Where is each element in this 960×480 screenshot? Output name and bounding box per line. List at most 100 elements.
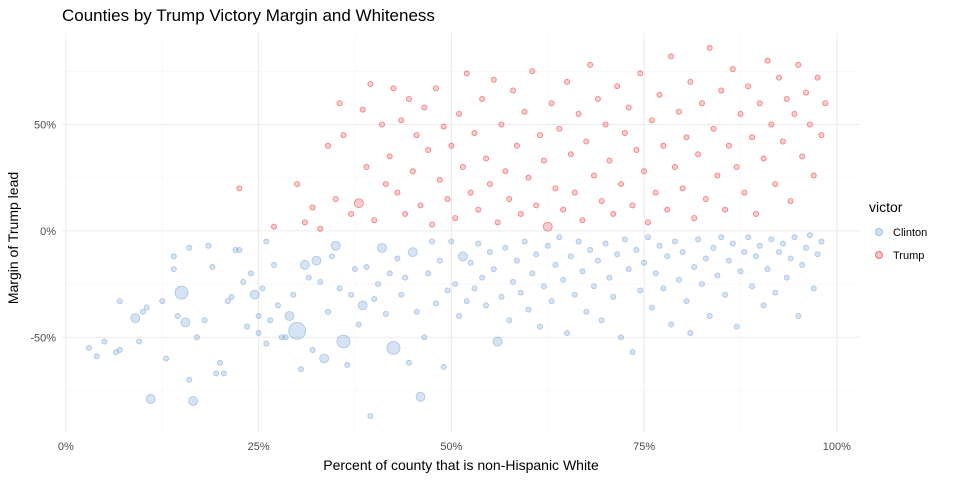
legend: victor Clinton Trump [869,199,927,262]
point-clinton [93,353,100,360]
chart-title: Counties by Trump Victory Margin and Whi… [62,6,435,25]
legend-key-clinton [875,228,883,236]
point-trump [660,142,667,149]
point-clinton [614,251,621,258]
point-trump [806,121,813,128]
point-clinton [552,261,559,268]
point-clinton [795,312,802,319]
point-clinton [375,281,382,288]
point-clinton [267,317,274,324]
point-clinton [425,270,432,277]
point-trump [301,219,308,226]
point-trump [737,110,744,117]
point-clinton [768,236,775,243]
series-clinton-points [85,232,825,419]
point-trump [440,123,447,130]
point-clinton [564,329,571,336]
y-tick-labels: -50% 0% 50% [30,119,56,344]
point-clinton [116,347,123,354]
x-tick-labels: 0% 25% 50% 75% 100% [58,441,851,453]
point-clinton [567,253,574,260]
point-clinton [517,289,524,296]
point-trump [463,70,470,77]
point-trump [533,202,540,209]
point-trump [405,95,412,102]
point-clinton [413,308,420,315]
point-clinton [533,251,540,258]
point-clinton [510,278,517,285]
point-trump [579,217,586,224]
point-trump [617,181,624,188]
point-clinton [648,304,655,311]
point-trump [795,61,802,68]
point-trump [822,100,829,107]
point-trump [378,121,385,128]
point-trump [564,78,571,85]
point-clinton [687,329,694,336]
point-clinton [357,300,368,311]
point-clinton [259,285,266,292]
legend-key-trump [875,251,883,259]
point-clinton [587,247,594,254]
point-trump [625,104,632,111]
point-clinton [282,334,289,341]
point-trump [683,134,690,141]
point-trump [371,217,378,224]
x-axis-label: Percent of county that is non-Hispanic W… [323,457,599,473]
x-tick-label: 50% [440,441,462,453]
point-clinton [475,240,482,247]
point-clinton [810,285,817,292]
point-trump [710,125,717,132]
point-clinton [139,308,146,315]
point-clinton [448,238,455,245]
point-clinton [311,255,322,266]
point-clinton [479,274,486,281]
point-trump [602,121,609,128]
point-clinton [706,312,713,319]
point-trump [687,78,694,85]
x-tick-label: 75% [633,441,655,453]
point-clinton [240,278,247,285]
point-trump [722,206,729,213]
point-clinton [284,311,295,321]
point-trump [513,142,520,149]
point-trump [367,81,374,88]
point-clinton [498,293,505,300]
point-trump [332,195,339,202]
point-clinton [637,287,644,294]
point-clinton [679,249,686,256]
point-clinton [394,255,401,262]
point-clinton [130,313,141,324]
point-trump [363,164,370,171]
point-clinton [806,232,813,239]
point-clinton [710,244,717,251]
point-clinton [193,334,200,341]
point-trump [309,204,316,211]
point-clinton [170,253,177,260]
point-clinton [764,266,771,273]
point-clinton [513,257,520,264]
legend-label-trump: Trump [893,250,924,262]
point-trump [741,189,748,196]
point-clinton [244,323,251,330]
point-trump [814,74,821,81]
point-clinton [644,234,651,241]
point-clinton [363,264,370,271]
point-clinton [776,249,783,256]
point-trump [402,210,409,217]
point-clinton [714,272,721,279]
point-clinton [288,321,307,340]
point-clinton [247,270,254,277]
point-clinton [263,238,270,245]
point-clinton [201,317,208,324]
point-trump [556,125,563,132]
point-clinton [537,323,544,330]
point-trump [542,221,553,232]
point-clinton [377,242,387,253]
point-trump [432,85,439,92]
point-trump [818,132,825,139]
point-clinton [382,310,389,317]
point-clinton [224,298,231,305]
point-trump [745,83,752,90]
